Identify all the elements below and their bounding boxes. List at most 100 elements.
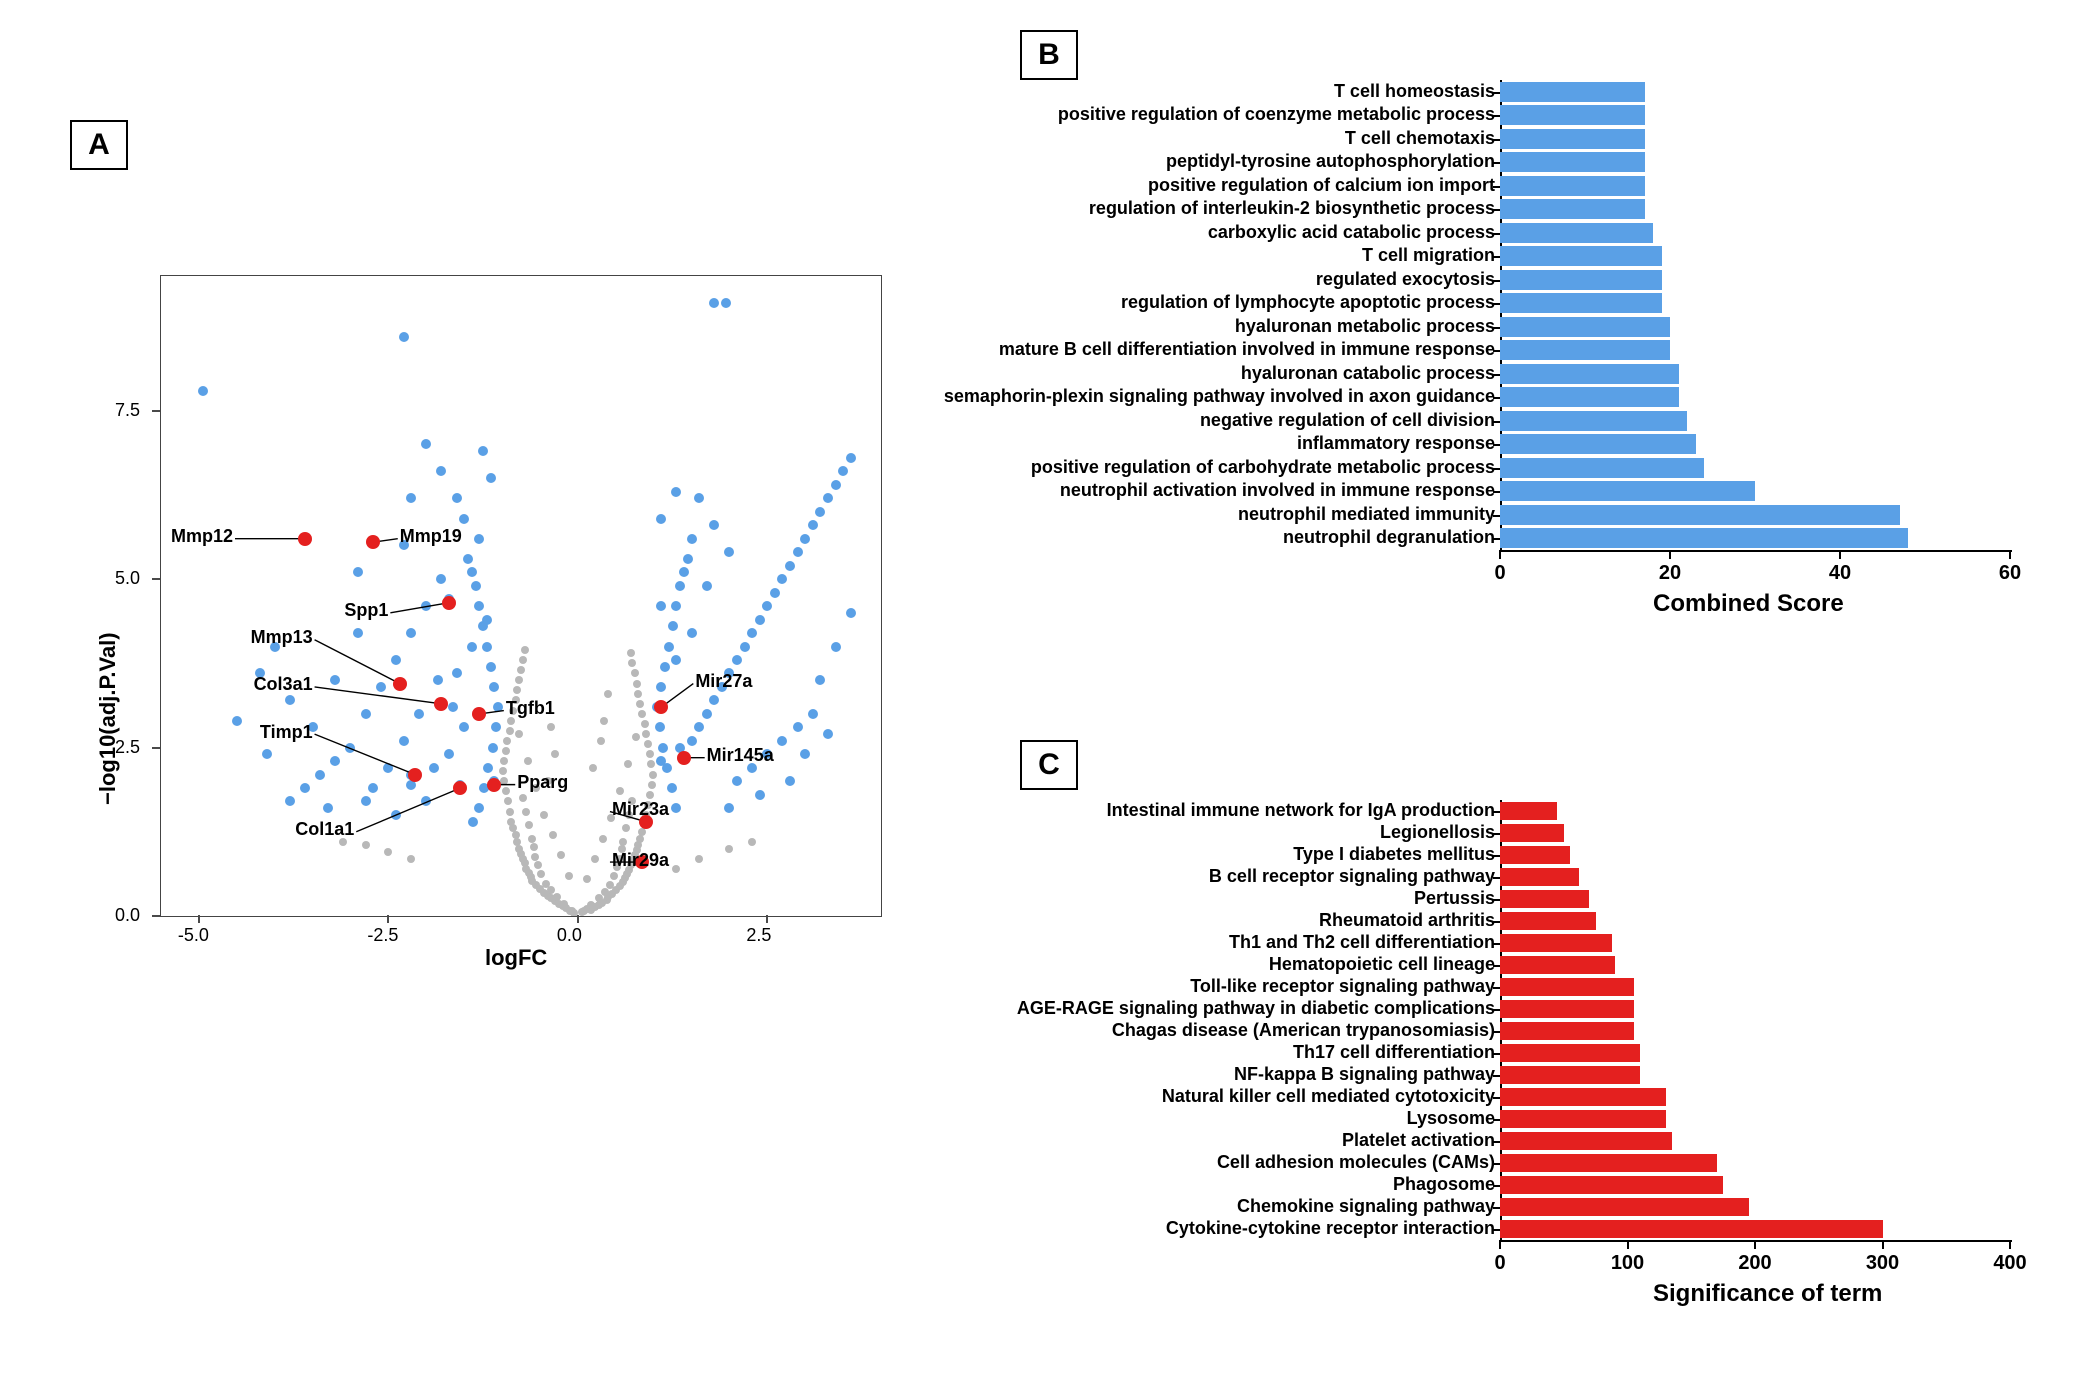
- volcano-point-sig: [478, 446, 488, 456]
- bar-category-label: Legionellosis: [1380, 822, 1495, 843]
- volcano-point-sig: [300, 783, 310, 793]
- volcano-point-sig: [815, 675, 825, 685]
- volcano-point-highlight: [434, 697, 448, 711]
- x-tick-mark: [1882, 1240, 1884, 1249]
- bar: [1500, 1132, 1672, 1151]
- volcano-point-sig: [488, 743, 498, 753]
- bar-category-label: Cytokine-cytokine receptor interaction: [1166, 1218, 1495, 1239]
- figure-root: A Mmp12Mmp19Spp1Mmp13Col3a1Tgfb1Timp1Ppa…: [0, 0, 2100, 1397]
- bar: [1500, 934, 1612, 953]
- y-tick-label: 2.5: [115, 737, 140, 758]
- volcano-point-sig: [687, 736, 697, 746]
- bar: [1500, 270, 1662, 290]
- bar: [1500, 246, 1662, 266]
- volcano-point-sig: [777, 574, 787, 584]
- bar-category-label: AGE-RAGE signaling pathway in diabetic c…: [1017, 998, 1495, 1019]
- volcano-point-ns: [641, 720, 649, 728]
- y-tick-mark: [1493, 1053, 1500, 1055]
- y-tick-mark: [1493, 538, 1500, 540]
- bar: [1500, 293, 1662, 313]
- volcano-point-ns: [647, 760, 655, 768]
- x-tick-mark: [2009, 550, 2011, 559]
- x-tick-label: -2.5: [367, 925, 398, 946]
- bar-category-label: positive regulation of calcium ion impor…: [1148, 175, 1495, 196]
- panel-a-label: A: [70, 120, 128, 170]
- y-tick-mark: [1493, 965, 1500, 967]
- y-tick-mark: [1493, 444, 1500, 446]
- x-tick-mark: [387, 915, 389, 923]
- volcano-point-sig: [671, 803, 681, 813]
- bar-category-label: Intestinal immune network for IgA produc…: [1107, 800, 1495, 821]
- bar-category-label: NF-kappa B signaling pathway: [1234, 1064, 1495, 1085]
- bar-category-label: Chemokine signaling pathway: [1237, 1196, 1495, 1217]
- bar-category-label: T cell homeostasis: [1334, 81, 1495, 102]
- y-tick-label: 0.0: [115, 905, 140, 926]
- gene-label: Mir29a: [612, 850, 669, 871]
- volcano-point-sig: [391, 810, 401, 820]
- volcano-point-sig: [721, 298, 731, 308]
- panel-c-letter: C: [1022, 742, 1076, 788]
- volcano-point-sig: [361, 709, 371, 719]
- bar-category-label: neutrophil degranulation: [1283, 527, 1495, 548]
- bar-category-label: positive regulation of carbohydrate meta…: [1031, 457, 1495, 478]
- volcano-point-ns: [725, 845, 733, 853]
- bar: [1500, 152, 1645, 172]
- volcano-point-ns: [591, 855, 599, 863]
- volcano-point-sig: [664, 642, 674, 652]
- x-tick-label: 0: [1494, 562, 1505, 585]
- volcano-point-sig: [732, 776, 742, 786]
- bar: [1500, 978, 1634, 997]
- bar-x-title: Significance of term: [1653, 1280, 1882, 1308]
- bar: [1500, 199, 1645, 219]
- bar: [1500, 912, 1596, 931]
- y-tick-mark: [1493, 811, 1500, 813]
- volcano-point-ns: [522, 808, 530, 816]
- volcano-point-ns: [519, 794, 527, 802]
- volcano-point-highlight: [472, 707, 486, 721]
- bar-category-label: Th1 and Th2 cell differentiation: [1229, 932, 1495, 953]
- volcano-point-sig: [474, 534, 484, 544]
- volcano-point-highlight: [298, 532, 312, 546]
- volcano-point-sig: [831, 480, 841, 490]
- volcano-point-ns: [515, 730, 523, 738]
- y-tick-mark: [1493, 987, 1500, 989]
- bar-category-label: regulation of lymphocyte apoptotic proce…: [1121, 292, 1495, 313]
- y-tick-mark: [152, 578, 160, 580]
- volcano-point-ns: [531, 853, 539, 861]
- gene-label: Spp1: [344, 600, 388, 621]
- bar: [1500, 1220, 1883, 1239]
- volcano-plot-frame: Mmp12Mmp19Spp1Mmp13Col3a1Tgfb1Timp1Pparg…: [160, 275, 882, 917]
- volcano-point-sig: [702, 581, 712, 591]
- bar-category-label: Platelet activation: [1342, 1130, 1495, 1151]
- volcano-point-sig: [489, 682, 499, 692]
- volcano-point-sig: [694, 493, 704, 503]
- bar-category-label: hyaluronan catabolic process: [1241, 363, 1495, 384]
- volcano-point-sig: [656, 514, 666, 524]
- gene-label: Mir23a: [612, 799, 669, 820]
- bar: [1500, 1066, 1640, 1085]
- volcano-point-ns: [517, 666, 525, 674]
- volcano-point-sig: [452, 493, 462, 503]
- x-tick-label: 20: [1659, 562, 1681, 585]
- y-tick-mark: [1493, 1207, 1500, 1209]
- volcano-point-sig: [793, 722, 803, 732]
- volcano-point-sig: [755, 790, 765, 800]
- volcano-point-ns: [604, 690, 612, 698]
- y-tick-mark: [1493, 833, 1500, 835]
- volcano-point-sig: [315, 770, 325, 780]
- bar-category-label: neutrophil activation involved in immune…: [1060, 480, 1495, 501]
- volcano-point-sig: [755, 615, 765, 625]
- bar: [1500, 890, 1589, 909]
- volcano-point-ns: [362, 841, 370, 849]
- volcano-point-sig: [406, 493, 416, 503]
- y-tick-mark: [1493, 877, 1500, 879]
- x-tick-label: -5.0: [178, 925, 209, 946]
- volcano-point-sig: [732, 655, 742, 665]
- bar-category-label: positive regulation of coenzyme metaboli…: [1058, 104, 1495, 125]
- bar: [1500, 434, 1696, 454]
- volcano-point-sig: [702, 709, 712, 719]
- volcano-point-sig: [709, 520, 719, 530]
- volcano-point-sig: [285, 695, 295, 705]
- volcano-point-ns: [384, 848, 392, 856]
- y-tick-mark: [1493, 1185, 1500, 1187]
